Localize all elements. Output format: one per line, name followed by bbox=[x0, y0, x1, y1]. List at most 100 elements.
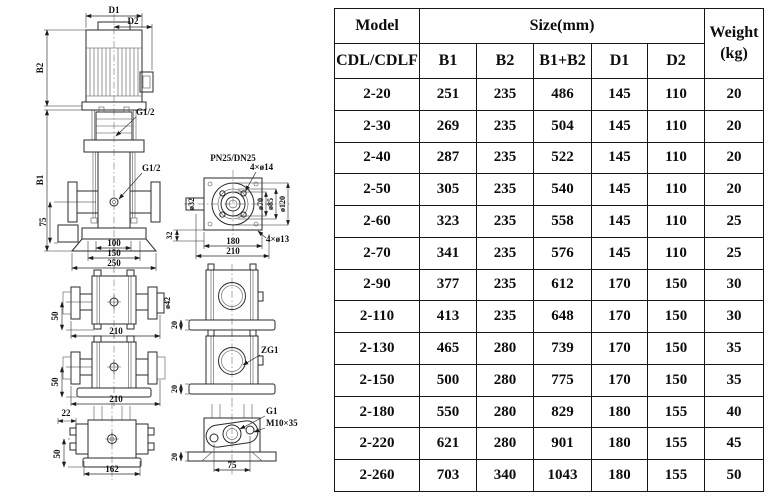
size-table-panel: Model Size(mm) Weight (kg) CDL/CDLF B1 B… bbox=[334, 8, 764, 492]
header-weight: Weight (kg) bbox=[704, 8, 764, 79]
size-value-cell: 20 bbox=[704, 141, 764, 175]
size-value-cell: 20 bbox=[704, 78, 764, 111]
size-value-cell: 35 bbox=[704, 332, 764, 365]
size-value-cell: 612 bbox=[533, 268, 592, 302]
sv3-bolt-m10-label: M10×35 bbox=[266, 418, 298, 428]
table-row: 2-20 251 235 486 145 110 20 bbox=[334, 78, 764, 111]
size-table: Model Size(mm) Weight (kg) CDL/CDLF B1 B… bbox=[334, 8, 764, 492]
size-value-cell: 648 bbox=[533, 300, 592, 334]
size-value-cell: 145 bbox=[591, 173, 648, 207]
table-row: 2-220 621 280 901 180 155 45 bbox=[334, 427, 764, 461]
size-value-cell: 341 bbox=[419, 236, 477, 270]
model-cell: 2-110 bbox=[334, 300, 420, 334]
weight-label: Weight bbox=[709, 23, 759, 41]
size-value-cell: 280 bbox=[476, 332, 534, 365]
sv1-dim-50-label: 50 bbox=[50, 311, 60, 321]
size-value-cell: 145 bbox=[591, 141, 648, 175]
dim-d2-label: D2 bbox=[128, 16, 139, 26]
size-value-cell: 145 bbox=[591, 109, 648, 143]
dim-b1-label: B1 bbox=[35, 174, 45, 185]
dia-85-label: ø85 bbox=[266, 198, 275, 210]
size-value-cell: 35 bbox=[704, 363, 764, 397]
size-value-cell: 486 bbox=[533, 78, 592, 111]
size-value-cell: 621 bbox=[419, 427, 477, 461]
size-value-cell: 280 bbox=[476, 395, 534, 429]
size-value-cell: 522 bbox=[533, 141, 592, 175]
size-value-cell: 269 bbox=[419, 109, 477, 143]
port-g12-upper-label: G1/2 bbox=[136, 107, 155, 117]
size-value-cell: 1043 bbox=[533, 459, 592, 492]
size-value-cell: 180 bbox=[591, 395, 648, 429]
terminal-box bbox=[139, 71, 154, 93]
size-value-cell: 465 bbox=[419, 332, 477, 365]
size-value-cell: 413 bbox=[419, 300, 477, 334]
size-value-cell: 540 bbox=[533, 173, 592, 207]
table-row: 2-130 465 280 739 170 150 35 bbox=[334, 332, 764, 365]
table-row: 2-260 703 340 1043 180 155 50 bbox=[334, 459, 764, 492]
sv2-dim-210-label: 210 bbox=[109, 394, 123, 404]
size-value-cell: 150 bbox=[647, 268, 705, 302]
size-value-cell: 340 bbox=[476, 459, 534, 492]
table-header: Model Size(mm) Weight (kg) CDL/CDLF B1 B… bbox=[334, 8, 764, 79]
discharge-flange bbox=[150, 181, 161, 223]
size-value-cell: 110 bbox=[647, 141, 705, 175]
size-value-cell: 251 bbox=[419, 78, 477, 111]
size-value-cell: 170 bbox=[591, 300, 648, 334]
table-row: 2-90 377 235 612 170 150 30 bbox=[334, 268, 764, 302]
side-view-1-left: 50 210 ø42 bbox=[50, 266, 172, 339]
sv3-dim-50-label: 50 bbox=[52, 449, 62, 459]
pump-technical-drawing: D1 D2 B2 B1 G1/2 G1/2 75 100 bbox=[35, 5, 298, 480]
sv2-dim-20-label: 20 bbox=[170, 385, 179, 393]
size-value-cell: 235 bbox=[476, 205, 534, 238]
drawing-panel: D1 D2 B2 B1 G1/2 G1/2 75 100 bbox=[0, 0, 333, 500]
size-value-cell: 576 bbox=[533, 236, 592, 270]
table-row: 2-50 305 235 540 145 110 20 bbox=[334, 173, 764, 207]
model-cell: 2-260 bbox=[334, 459, 420, 492]
size-value-cell: 235 bbox=[476, 268, 534, 302]
model-cell: 2-180 bbox=[334, 395, 420, 429]
size-value-cell: 40 bbox=[704, 395, 764, 429]
size-value-cell: 558 bbox=[533, 205, 592, 238]
size-value-cell: 235 bbox=[476, 78, 534, 111]
bolt-holes-base-label: 4×ø13 bbox=[266, 234, 290, 244]
sv2-thread-zg1-label: ZG1 bbox=[261, 345, 279, 355]
dim-180-label: 180 bbox=[226, 236, 240, 246]
size-value-cell: 20 bbox=[704, 109, 764, 143]
size-value-cell: 305 bbox=[419, 173, 477, 207]
header-col-b1b2: B1+B2 bbox=[533, 43, 592, 79]
header-col-b2: B2 bbox=[476, 43, 534, 79]
size-value-cell: 775 bbox=[533, 363, 592, 397]
size-value-cell: 150 bbox=[647, 363, 705, 397]
size-value-cell: 20 bbox=[704, 173, 764, 207]
size-value-cell: 155 bbox=[647, 459, 705, 492]
size-value-cell: 110 bbox=[647, 236, 705, 270]
size-value-cell: 739 bbox=[533, 332, 592, 365]
header-size: Size(mm) bbox=[419, 8, 705, 44]
size-value-cell: 145 bbox=[591, 78, 648, 111]
size-value-cell: 180 bbox=[591, 459, 648, 492]
table-row: 2-70 341 235 576 145 110 25 bbox=[334, 236, 764, 270]
size-value-cell: 170 bbox=[591, 363, 648, 397]
table-row: 2-30 269 235 504 145 110 20 bbox=[334, 109, 764, 143]
header-col-b1: B1 bbox=[419, 43, 477, 79]
sv3-thread-g1-label: G1 bbox=[266, 406, 278, 416]
sv3-dim-22-label: 22 bbox=[62, 408, 72, 418]
table-row: 2-150 500 280 775 170 150 35 bbox=[334, 363, 764, 397]
sv2-dim-50-label: 50 bbox=[50, 377, 60, 387]
size-value-cell: 170 bbox=[591, 268, 648, 302]
size-value-cell: 703 bbox=[419, 459, 477, 492]
dim-250-label: 250 bbox=[107, 258, 121, 268]
dim-32-label: 32 bbox=[165, 232, 174, 240]
size-value-cell: 30 bbox=[704, 300, 764, 334]
size-value-cell: 550 bbox=[419, 395, 477, 429]
size-value-cell: 155 bbox=[647, 427, 705, 461]
size-value-cell: 287 bbox=[419, 141, 477, 175]
size-value-cell: 30 bbox=[704, 268, 764, 302]
size-value-cell: 901 bbox=[533, 427, 592, 461]
model-cell: 2-50 bbox=[334, 173, 420, 207]
size-value-cell: 150 bbox=[647, 300, 705, 334]
size-value-cell: 50 bbox=[704, 459, 764, 492]
model-cell: 2-150 bbox=[334, 363, 420, 397]
bolt-holes-top-label: 4×ø14 bbox=[250, 162, 274, 172]
